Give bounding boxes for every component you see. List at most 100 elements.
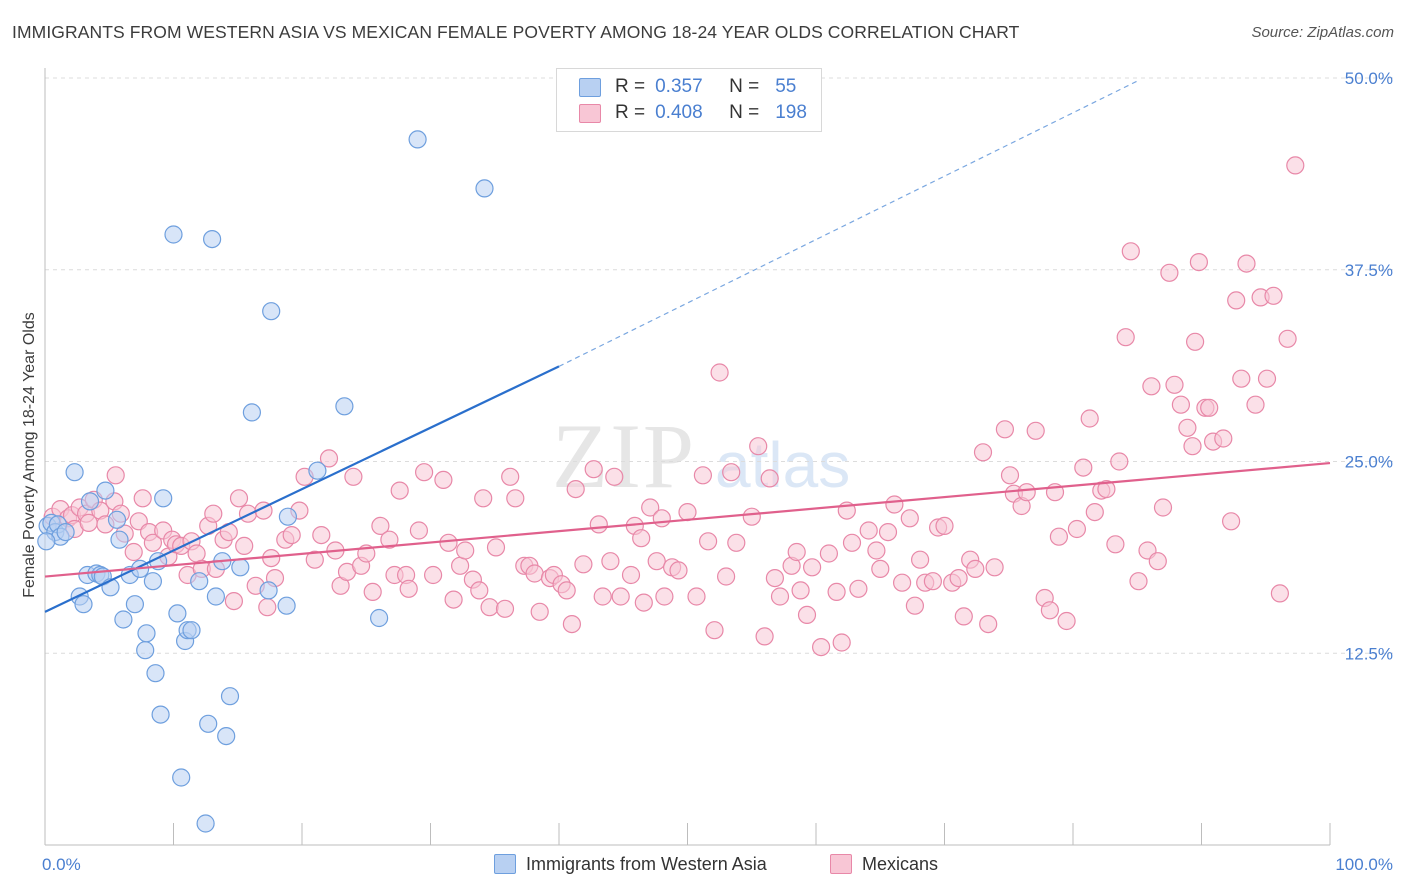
mexicans-point (797, 605, 817, 625)
mexicans-point (1227, 291, 1246, 310)
mexicans-point (655, 587, 674, 606)
mexicans-point (1000, 466, 1020, 485)
mexicans-point (1286, 156, 1305, 175)
mexicans-point (584, 460, 603, 479)
mexicans-trend-line (44, 461, 1331, 578)
mexicans-point (1148, 552, 1167, 571)
mexicans-point (1057, 611, 1076, 631)
mexicans-point (1026, 421, 1045, 440)
mexicans-point (995, 420, 1015, 439)
mexicans-point (749, 437, 768, 456)
watermark-atlas: atlas (715, 429, 850, 501)
legend-swatch-pink (579, 103, 601, 123)
western-asia-point (206, 587, 225, 606)
chart-title: IMMIGRANTS FROM WESTERN ASIA VS MEXICAN … (12, 22, 1020, 42)
western-asia-point (151, 705, 170, 724)
x-tick-label: 100.0% (1335, 855, 1393, 874)
western-asia-point (259, 581, 278, 600)
western-asia-point (37, 532, 56, 551)
mexicans-point (530, 602, 549, 621)
mexicans-point (501, 467, 520, 486)
correlation-legend: R = 0.357 N = 55 R = 0.408 N = 198 (556, 68, 822, 132)
mexicans-point (1110, 452, 1129, 471)
mexicans-point (1178, 418, 1197, 437)
western-asia-point (308, 461, 327, 480)
mexicans-point (1185, 332, 1205, 351)
mexicans-point (859, 521, 878, 540)
mexicans-point (439, 533, 458, 552)
western-asia-points (37, 130, 494, 833)
mexicans-point (282, 525, 301, 545)
mexicans-point (710, 363, 729, 382)
mexicans-point (973, 443, 993, 462)
western-asia-point (172, 768, 191, 787)
western-asia-point (137, 624, 156, 643)
mexicans-point (966, 559, 985, 579)
mexicans-point (525, 564, 544, 583)
mexicans-point (451, 556, 470, 575)
western-asia-trend-line (44, 365, 560, 613)
legend-r-label: R = (615, 102, 646, 123)
legend-n-label: N = (729, 76, 760, 97)
mexicans-point (727, 533, 746, 552)
mexicans-point (605, 467, 624, 486)
mexicans-point (787, 542, 806, 562)
mexicans-point (949, 568, 968, 588)
legend-row-mexicans: R = 0.408 N = 198 (579, 101, 807, 125)
mexicans-point (1237, 254, 1256, 273)
mexicans-point (1142, 377, 1161, 396)
mexicans-point (634, 593, 653, 612)
western-asia-point (114, 610, 133, 629)
mexicans-point (1246, 395, 1265, 414)
mexicans-point (923, 572, 943, 591)
western-asia-point (278, 507, 297, 526)
mexicans-point (415, 463, 434, 482)
western-asia-point (242, 403, 261, 422)
mexicans-point (910, 550, 930, 569)
mexicans-point (480, 598, 499, 617)
bottom-legend-swatch-pink (830, 854, 852, 874)
mexicans-point (632, 529, 651, 548)
mexicans-point (363, 582, 382, 602)
western-asia-point (199, 714, 218, 733)
mexicans-point (1074, 458, 1093, 477)
mexicans-point (1040, 601, 1060, 620)
mexicans-point (871, 559, 890, 579)
mexicans-point (305, 550, 324, 569)
mexicans-point (1189, 253, 1209, 272)
source-credit: Source: ZipAtlas.com (1251, 24, 1394, 41)
trend-lines (44, 80, 1331, 613)
mexicans-point (647, 552, 666, 571)
y-tick-label: 37.5% (1345, 261, 1393, 280)
mexicans-point (562, 614, 582, 634)
mexicans-point (1160, 263, 1179, 282)
mexicans-point (312, 525, 331, 545)
legend-n-label: N = (729, 102, 760, 123)
mexicans-point (444, 590, 463, 609)
mexicans-point (1232, 369, 1251, 388)
mexicans-point (832, 633, 851, 652)
mexicans-point (954, 607, 973, 626)
western-asia-point (370, 608, 389, 628)
mexicans-point (470, 581, 489, 600)
mexicans-point (1097, 480, 1116, 499)
mexicans-point (593, 587, 612, 606)
western-asia-point (190, 572, 209, 591)
western-asia-point (125, 595, 144, 614)
mexicans-point (716, 567, 736, 586)
mexicans-point (811, 637, 831, 657)
legend-n-value: 198 (775, 102, 807, 123)
mexicans-point (133, 489, 152, 508)
western-asia-point (65, 463, 84, 482)
mexicans-point (1085, 502, 1104, 522)
western-asia-point (168, 604, 187, 623)
mexicans-point (1067, 519, 1087, 539)
mexicans-point (802, 558, 822, 577)
mexicans-point (204, 504, 223, 523)
mexicans-point (1165, 375, 1184, 394)
mexicans-points (43, 156, 1305, 657)
mexicans-point (390, 481, 409, 500)
legend-n-value: 55 (775, 76, 797, 97)
bottom-legend-label: Immigrants from Western Asia (526, 853, 767, 874)
tick-labels: 12.5% 25.0% 37.5% 50.0% 0.0% 100.0% (42, 69, 1393, 874)
